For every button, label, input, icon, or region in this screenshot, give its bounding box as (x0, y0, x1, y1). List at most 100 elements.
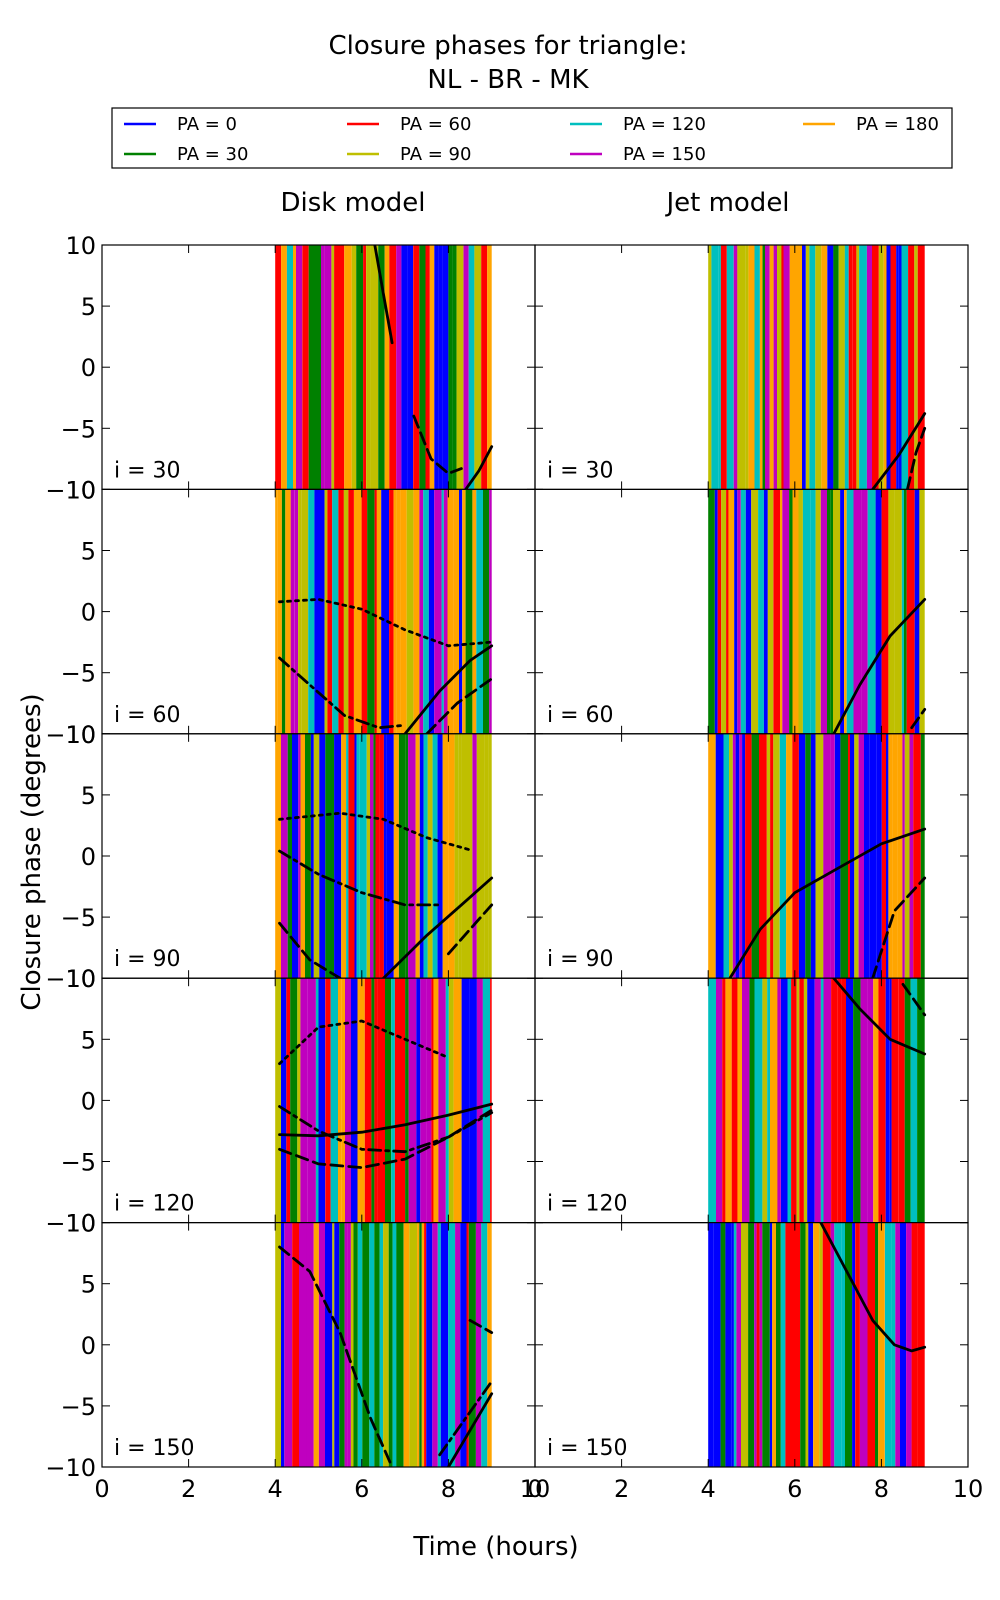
reference-curve-dashed (901, 982, 927, 1017)
pa-curve-segment (848, 733, 850, 979)
pa-curve-segment (409, 1222, 415, 1467)
pa-curve-segment (310, 733, 314, 979)
pa-curve-segment (334, 733, 342, 979)
reference-curve-dotted (278, 598, 494, 648)
pa-curve-segment (898, 245, 902, 490)
pa-curve-segment (344, 245, 352, 490)
pa-curve-segment (362, 1222, 365, 1467)
pa-curve-segment (867, 489, 876, 734)
pa-curve-segment (461, 733, 466, 979)
pa-curve-segment (468, 1222, 476, 1467)
pa-curve-segment (325, 1222, 333, 1467)
pa-curve-segment (419, 733, 424, 979)
pa-curve-segment (737, 978, 742, 1223)
pa-curve-segment (815, 489, 821, 734)
pa-curve-segment (356, 733, 360, 979)
reference-curve-solid (382, 876, 494, 979)
legend-entry: PA = 120 (570, 114, 706, 135)
pa-curve-segment (737, 245, 746, 490)
pa-curve-segment (767, 489, 774, 734)
pa-curve-segment (854, 733, 859, 979)
pa-curve-segment (308, 489, 315, 734)
pa-curve-segment (348, 489, 354, 734)
pa-curve-segment (867, 978, 874, 1223)
pa-curve-segment (831, 978, 838, 1223)
pa-curve-segment (919, 489, 925, 734)
pa-curve-segment (840, 489, 845, 734)
pa-curve-segment (416, 978, 421, 1223)
pa-curve-segment (403, 1222, 410, 1467)
inclination-label: i = 30 (547, 458, 614, 483)
pa-curve-segment (366, 733, 370, 979)
reference-curve-solid (447, 1392, 494, 1467)
pa-curve-segment (917, 245, 925, 490)
pa-curve-segment (749, 978, 755, 1223)
pa-curve-segment (765, 245, 770, 490)
pa-curve-segment (917, 978, 925, 1223)
pa-curve-segment (386, 733, 394, 979)
pa-curve-segment (873, 978, 879, 1223)
pa-curve-segment (448, 245, 453, 490)
pa-curve-segment (314, 489, 318, 734)
reference-curve-dashed (468, 1319, 494, 1334)
pa-curve-segment (364, 978, 372, 1223)
pa-curve-segment (748, 245, 755, 490)
pa-curve-segment (852, 1222, 856, 1467)
pa-curve-segment (313, 733, 320, 979)
pa-curve-segment (329, 733, 332, 979)
pa-curve-segment (723, 733, 730, 979)
reference-curve-dashed (906, 426, 927, 490)
pa-curve-segment (396, 245, 402, 490)
pa-curve-segment (769, 1222, 773, 1467)
pa-curve-segment (425, 245, 430, 490)
pa-curve-segment (737, 489, 741, 734)
pa-curve-segment (908, 245, 915, 490)
pa-curve-segment (780, 1222, 786, 1467)
pa-curve-segment (325, 978, 331, 1223)
pa-curve-segment (883, 245, 887, 490)
pa-curve-segment (461, 978, 470, 1223)
inclination-label: i = 60 (114, 703, 181, 728)
pa-curve-segment (374, 978, 378, 1223)
pa-curve-segment (408, 733, 416, 979)
pa-curve-segment (798, 489, 803, 734)
pa-curve-segment (472, 733, 477, 979)
pa-curve-segment (308, 245, 316, 490)
reference-curve-dashdot (278, 849, 442, 907)
pa-curve-segment (772, 1222, 776, 1467)
reference-curve-dashed (278, 1245, 394, 1467)
pa-curve-segment (482, 978, 491, 1223)
pa-curve-segment (426, 1222, 433, 1467)
pa-curve-segment (306, 1222, 314, 1467)
inclination-label: i = 150 (114, 1436, 195, 1461)
pa-curve-segment (852, 245, 857, 490)
pa-curve-segment (840, 733, 848, 979)
pa-curve-segment (742, 733, 746, 979)
pa-curve-segment (886, 245, 891, 490)
inclination-label: i = 90 (114, 947, 181, 972)
pa-curve-segment (766, 733, 771, 979)
pa-curve-segment (777, 978, 781, 1223)
pa-curve-segment (914, 489, 920, 734)
pa-curve-segment (453, 978, 462, 1223)
pa-curve-segment (420, 978, 427, 1223)
panel-disk-4: −10 −5 0 5 10 i = 120 (45, 965, 536, 1238)
inclination-label: i = 90 (547, 947, 614, 972)
pa-curve-segment (331, 733, 335, 979)
pa-curve-segment (393, 489, 397, 734)
legend-label: PA = 0 (177, 114, 237, 135)
pa-curve-segment (465, 733, 473, 979)
pa-curve-segment (292, 733, 299, 979)
pa-curve-segment (846, 978, 853, 1223)
pa-curve-segment (305, 733, 311, 979)
pa-curve-segment (307, 978, 313, 1223)
pa-curve-segment (833, 245, 839, 490)
pa-curve-segment (708, 1222, 714, 1467)
pa-curve-segment (434, 489, 442, 734)
pa-curve-segment (419, 1222, 422, 1467)
legend-label: PA = 150 (623, 144, 706, 165)
pa-curve-segment (396, 489, 401, 734)
pa-curve-segment (285, 489, 291, 734)
pa-curve-segment (476, 733, 485, 979)
x-tick-label: 0 (94, 1475, 109, 1503)
